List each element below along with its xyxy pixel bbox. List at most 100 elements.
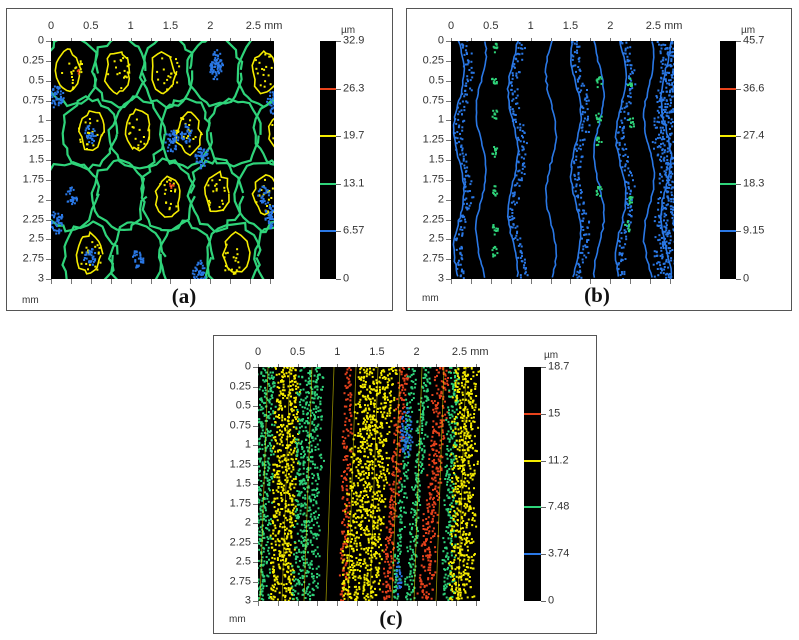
colorbar-tick [541, 554, 546, 556]
y-tick-label: 1.5 [235, 477, 251, 490]
x-tick-mark [110, 38, 112, 41]
y-tick-label: 1.25 [22, 133, 44, 146]
y-tick-label: 1.25 [422, 133, 444, 146]
x-tick-mark [70, 38, 72, 41]
x-tick-mark [470, 279, 472, 284]
colorbar-tick-label: 18.7 [548, 360, 570, 373]
y-tick-label: 2.75 [229, 575, 251, 587]
colorbar-level-mark [524, 412, 541, 415]
y-tick-mark [46, 199, 51, 201]
y-tick-mark [446, 41, 451, 42]
colorbar-tick-label: 0 [548, 594, 555, 607]
x-tick-mark [317, 601, 319, 606]
colorbar-tick [336, 41, 341, 42]
y-tick-label: 1.75 [229, 497, 251, 509]
x-tick-mark [396, 364, 398, 367]
y-tick-mark [446, 100, 451, 102]
y-tick-label: 2 [437, 193, 444, 206]
colorbar-tick [541, 507, 546, 509]
colorbar-tick [541, 601, 546, 602]
x-tick-mark [297, 601, 299, 606]
x-tick-mark [337, 601, 339, 606]
x-tick-mark [451, 279, 452, 284]
x-tick-mark [51, 279, 52, 284]
y-tick-label: 0.5 [235, 399, 251, 412]
x-tick-mark [470, 38, 472, 41]
colorbar-tick-label: 3.74 [548, 547, 570, 560]
x-tick-label: 1 [127, 20, 134, 32]
colorbar-tick-label: 15 [548, 407, 561, 420]
x-tick-mark [190, 38, 192, 41]
x-tick-mark [490, 38, 492, 41]
x-tick-label: 2.5 mm [451, 346, 489, 358]
y-tick-mark [446, 60, 451, 62]
y-tick-mark [253, 562, 258, 563]
colorbar-level-mark [524, 459, 541, 462]
x-tick-mark [530, 38, 532, 41]
colorbar-tick-label: 45.7 [743, 34, 765, 47]
x-tick-mark [590, 38, 592, 41]
x-tick-mark [130, 38, 132, 41]
y-tick-mark [46, 239, 51, 241]
colorbar-unit-a: µm [341, 25, 356, 36]
y-tick-label: 2.25 [229, 536, 251, 548]
x-tick-label: 0 [47, 20, 55, 32]
x-unit-label-c: mm [229, 614, 246, 625]
y-tick-label: 3 [37, 272, 44, 285]
caption-b: (b) [584, 283, 610, 307]
colorbar-tick-label: 11.2 [548, 454, 569, 467]
x-tick-mark [510, 38, 512, 41]
x-tick-mark [230, 38, 232, 41]
y-tick-label: 1.5 [28, 153, 44, 166]
x-tick-mark [670, 38, 672, 41]
x-tick-mark [337, 364, 339, 367]
y-tick-label: 2.75 [422, 252, 444, 265]
y-tick-mark [46, 60, 51, 62]
x-tick-mark [396, 601, 398, 606]
y-tick-label: 2.25 [422, 213, 444, 225]
y-tick-label: 0 [437, 34, 444, 47]
y-tick-label: 0 [37, 34, 44, 47]
x-tick-mark [570, 38, 572, 41]
colorbar-level-mark [720, 135, 736, 138]
x-tick-mark [416, 364, 418, 367]
x-tick-mark [210, 279, 212, 284]
x-tick-mark [570, 279, 572, 284]
y-tick-mark [446, 219, 451, 221]
x-tick-mark [530, 279, 532, 284]
x-tick-label: 0.5 [83, 20, 99, 32]
x-tick-label: 1.5 [562, 20, 579, 32]
y-tick-mark [46, 259, 51, 261]
y-tick-mark [253, 581, 258, 583]
y-tick-label: 2.25 [22, 213, 44, 225]
x-tick-mark [550, 38, 552, 41]
x-tick-mark [490, 279, 492, 284]
y-tick-mark [253, 425, 258, 427]
y-tick-label: 1.75 [422, 173, 444, 186]
x-tick-mark [650, 38, 652, 41]
x-tick-label: 0 [254, 346, 262, 358]
colorbar-tick [336, 136, 341, 138]
y-tick-mark [46, 80, 51, 82]
colorbar-tick-label: 32.9 [343, 34, 365, 47]
x-tick-mark [550, 279, 552, 284]
x-tick-mark [436, 364, 438, 367]
x-tick-mark [90, 38, 92, 41]
x-tick-mark [357, 601, 359, 606]
x-tick-mark [456, 601, 458, 606]
x-tick-label: 2 [413, 346, 420, 358]
y-tick-mark [46, 120, 51, 122]
x-tick-mark [51, 38, 52, 41]
y-tick-label: 0.75 [229, 419, 251, 431]
y-tick-label: 2.5 [235, 555, 251, 568]
x-tick-label: 1.5 [162, 20, 179, 32]
x-tick-mark [317, 364, 319, 367]
y-tick-label: 1 [437, 113, 444, 126]
x-unit-label-b: mm [422, 293, 439, 304]
x-tick-mark [630, 279, 632, 284]
colorbar-tick [336, 231, 341, 233]
colorbar-tick-label: 0 [743, 272, 750, 285]
y-tick-label: 2.5 [28, 232, 44, 245]
y-tick-label: 0.25 [422, 54, 444, 67]
colorbar-tick [541, 460, 546, 462]
